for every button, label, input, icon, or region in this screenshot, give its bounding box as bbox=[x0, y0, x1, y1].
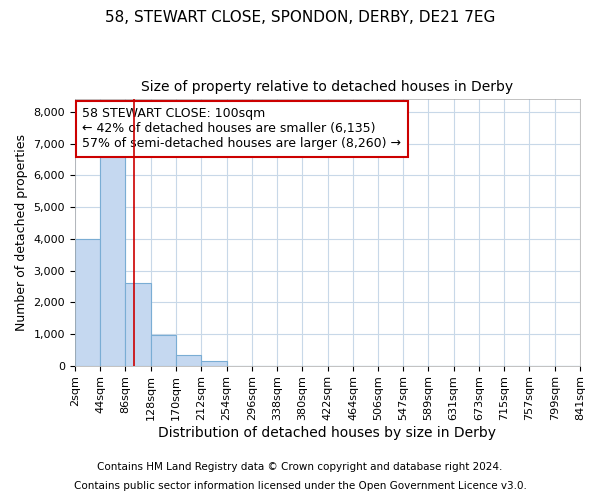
Bar bbox=[75, 239, 100, 366]
Bar bbox=[151, 335, 176, 366]
X-axis label: Distribution of detached houses by size in Derby: Distribution of detached houses by size … bbox=[158, 426, 496, 440]
Text: Contains public sector information licensed under the Open Government Licence v3: Contains public sector information licen… bbox=[74, 481, 526, 491]
Title: Size of property relative to detached houses in Derby: Size of property relative to detached ho… bbox=[142, 80, 514, 94]
Bar bbox=[202, 362, 227, 366]
Bar bbox=[100, 156, 125, 366]
Text: 58, STEWART CLOSE, SPONDON, DERBY, DE21 7EG: 58, STEWART CLOSE, SPONDON, DERBY, DE21 … bbox=[105, 10, 495, 25]
Y-axis label: Number of detached properties: Number of detached properties bbox=[15, 134, 28, 331]
Bar bbox=[125, 283, 151, 366]
Text: 58 STEWART CLOSE: 100sqm
← 42% of detached houses are smaller (6,135)
57% of sem: 58 STEWART CLOSE: 100sqm ← 42% of detach… bbox=[82, 108, 401, 150]
Bar bbox=[176, 355, 202, 366]
Text: Contains HM Land Registry data © Crown copyright and database right 2024.: Contains HM Land Registry data © Crown c… bbox=[97, 462, 503, 472]
